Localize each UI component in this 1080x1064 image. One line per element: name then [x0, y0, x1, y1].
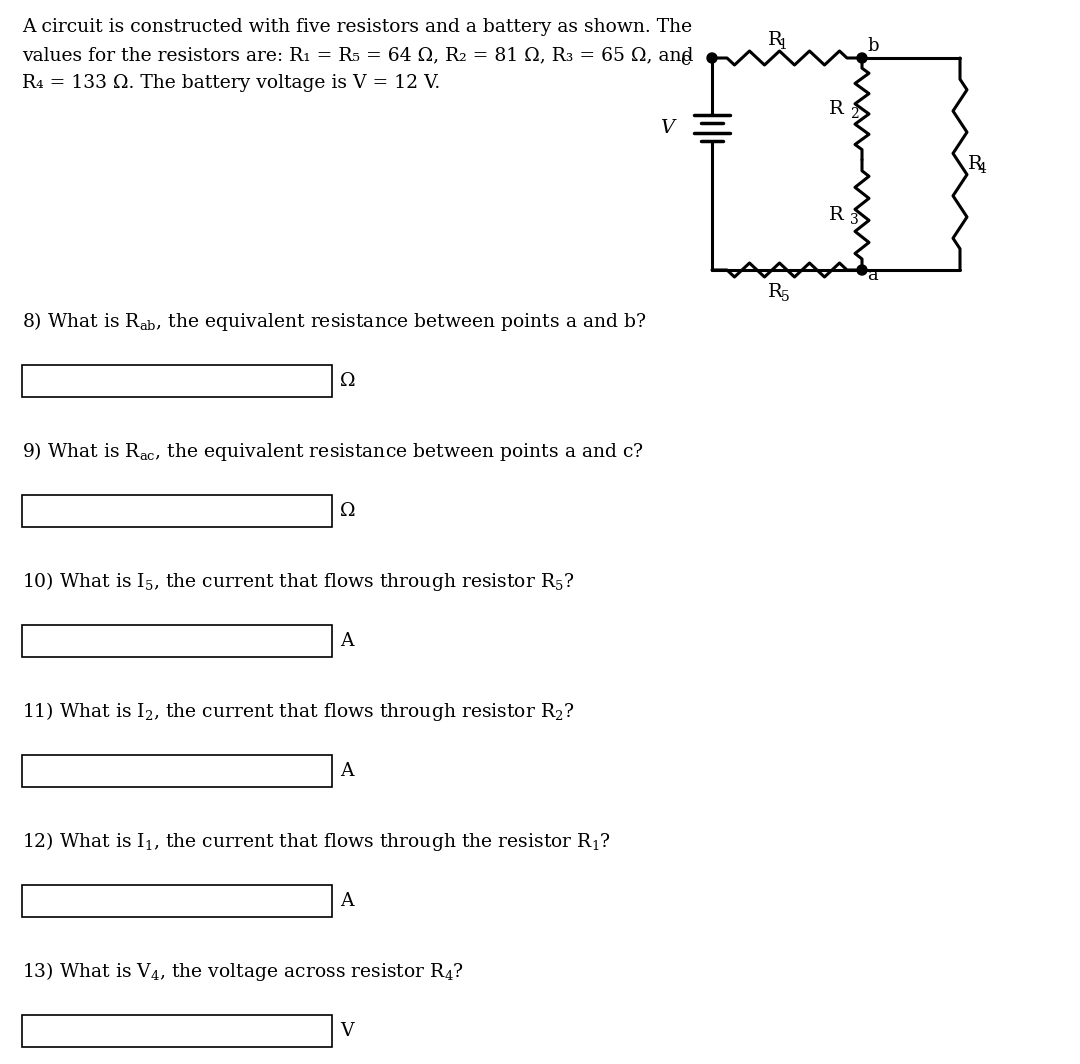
Text: 13) What is $\mathregular{V_4}$, the voltage across resistor $\mathregular{R_4}$: 13) What is $\mathregular{V_4}$, the vol… — [22, 960, 464, 983]
Text: 12) What is $\mathregular{I_1}$, the current that flows through the resistor $\m: 12) What is $\mathregular{I_1}$, the cur… — [22, 830, 611, 853]
Text: V: V — [660, 119, 674, 137]
Circle shape — [858, 53, 867, 63]
Text: A: A — [340, 762, 353, 780]
Text: b: b — [867, 37, 878, 55]
Text: V: V — [340, 1023, 353, 1040]
FancyBboxPatch shape — [22, 495, 332, 527]
Text: 10) What is $\mathregular{I_5}$, the current that flows through resistor $\mathr: 10) What is $\mathregular{I_5}$, the cur… — [22, 570, 575, 593]
Text: a: a — [867, 266, 878, 284]
Text: 5: 5 — [781, 290, 789, 304]
FancyBboxPatch shape — [22, 1015, 332, 1047]
FancyBboxPatch shape — [22, 625, 332, 656]
Text: Ω: Ω — [340, 372, 355, 390]
Text: R: R — [829, 205, 843, 223]
Text: A: A — [340, 892, 353, 910]
Text: 3: 3 — [850, 213, 859, 227]
Circle shape — [858, 265, 867, 275]
Circle shape — [707, 53, 717, 63]
FancyBboxPatch shape — [22, 755, 332, 787]
Text: 9) What is $\mathregular{R_{ac}}$, the equivalent resistance between points a an: 9) What is $\mathregular{R_{ac}}$, the e… — [22, 440, 644, 463]
Text: 11) What is $\mathregular{I_2}$, the current that flows through resistor $\mathr: 11) What is $\mathregular{I_2}$, the cur… — [22, 700, 575, 724]
Text: R: R — [768, 283, 782, 301]
Text: R₄ = 133 Ω. The battery voltage is V = 12 V.: R₄ = 133 Ω. The battery voltage is V = 1… — [22, 74, 441, 92]
FancyBboxPatch shape — [22, 885, 332, 917]
Text: 2: 2 — [850, 106, 859, 121]
Text: 4: 4 — [977, 162, 986, 176]
Text: A circuit is constructed with five resistors and a battery as shown. The: A circuit is constructed with five resis… — [22, 18, 692, 36]
Text: A: A — [340, 632, 353, 650]
Text: R: R — [768, 31, 782, 49]
Text: R: R — [968, 155, 983, 173]
Text: 8) What is $\mathregular{R_{ab}}$, the equivalent resistance between points a an: 8) What is $\mathregular{R_{ab}}$, the e… — [22, 310, 647, 333]
FancyBboxPatch shape — [22, 365, 332, 397]
Text: 1: 1 — [779, 38, 787, 52]
Text: R: R — [829, 100, 843, 118]
Text: Ω: Ω — [340, 502, 355, 520]
Text: c: c — [680, 51, 690, 69]
Text: values for the resistors are: R₁ = R₅ = 64 Ω, R₂ = 81 Ω, R₃ = 65 Ω, and: values for the resistors are: R₁ = R₅ = … — [22, 46, 693, 64]
